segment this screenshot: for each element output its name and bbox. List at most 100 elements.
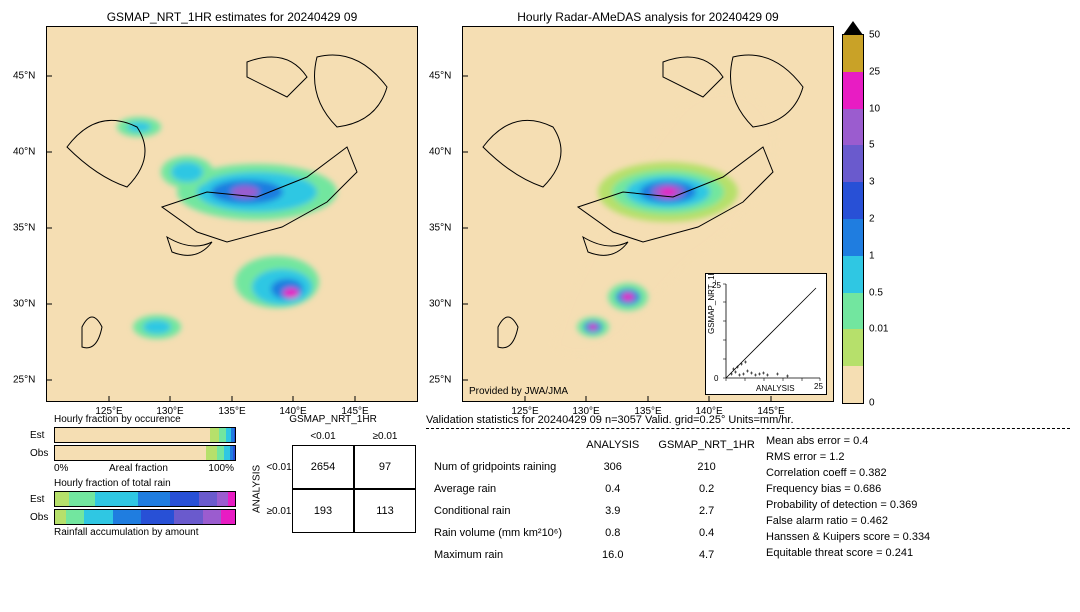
xtick: 135°E — [218, 406, 245, 417]
ytick: 25°N — [13, 375, 35, 386]
cb-label: 5 — [869, 140, 875, 151]
cb-label: 25 — [869, 66, 880, 77]
fraction-bar-seg — [233, 446, 235, 460]
map-right-title: Hourly Radar-AMeDAS analysis for 2024042… — [462, 10, 834, 24]
map-right-panel: Hourly Radar-AMeDAS analysis for 2024042… — [462, 10, 834, 404]
stats-score: Probability of detection = 0.369 — [766, 497, 930, 513]
fraction-bar-seg — [228, 492, 235, 506]
stats-row: Maximum rain16.04.7 — [428, 545, 764, 565]
stats-score: Frequency bias = 0.686 — [766, 481, 930, 497]
fraction-bar-seg — [55, 446, 206, 460]
maps-row: GSMAP_NRT_1HR estimates for 20240429 09 — [10, 10, 1070, 404]
stats-val-b: 4.7 — [649, 545, 764, 565]
inset-xlabel: ANALYSIS — [756, 384, 795, 393]
fraction-bar — [54, 509, 236, 525]
cont-row1: ≥0.01 — [266, 489, 292, 533]
fraction-bar-label: Est — [30, 494, 54, 505]
fraction-bar-row: Est — [30, 427, 240, 443]
fraction-bar-label: Obs — [30, 512, 54, 523]
ytick: 40°N — [13, 147, 35, 158]
fraction-bar-seg — [199, 492, 217, 506]
fraction-bar-seg — [221, 510, 235, 524]
fraction-bar-seg — [69, 492, 94, 506]
fraction-bar-label: Obs — [30, 448, 54, 459]
fraction-bar-seg — [138, 492, 170, 506]
contingency-table: GSMAP_NRT_1HR <0.01 ≥0.01 ANALYSIS <0.01… — [248, 414, 418, 567]
stats-name: Conditional rain — [428, 501, 576, 521]
stats-name: Average rain — [428, 479, 576, 499]
fraction-bar-seg — [95, 492, 138, 506]
cont-cell: 97 — [354, 445, 416, 489]
stats-row: Average rain0.40.2 — [428, 479, 764, 499]
fraction-bar-seg — [219, 428, 226, 442]
cont-row-axis: ANALYSIS — [248, 445, 266, 533]
cb-label: 0.01 — [869, 324, 888, 335]
cb-label: 50 — [869, 30, 880, 41]
stats-val-b: 0.2 — [649, 479, 764, 499]
stats-score: Mean abs error = 0.4 — [766, 433, 930, 449]
map-left-svg — [47, 27, 417, 401]
fraction-bar-seg — [217, 492, 228, 506]
xtick: 125°E — [95, 406, 122, 417]
cb-label: 3 — [869, 177, 875, 188]
cont-cell: 2654 — [292, 445, 354, 489]
fraction-bar-seg — [55, 510, 66, 524]
stats-score: Equitable threat score = 0.241 — [766, 545, 930, 561]
stats-score: Hanssen & Kuipers score = 0.334 — [766, 529, 930, 545]
fraction-bar-seg — [170, 492, 199, 506]
map-left-title: GSMAP_NRT_1HR estimates for 20240429 09 — [46, 10, 418, 24]
areal-fraction-label: Areal fraction — [109, 463, 168, 474]
fraction-bar-seg — [55, 492, 69, 506]
stats-val-a: 3.9 — [578, 501, 647, 521]
inset-ylabel: GSMAP_NRT_1HR — [707, 274, 716, 334]
stats-name: Maximum rain — [428, 545, 576, 565]
map-left-box: 45°N 40°N 35°N 30°N 25°N 125°E 130°E 135… — [46, 26, 418, 402]
stats-panel: Validation statistics for 20240429 09 n=… — [426, 414, 1070, 567]
stats-name: Rain volume (mm km²10⁶) — [428, 523, 576, 543]
fraction-bar-row: Obs — [30, 509, 240, 525]
contingency-title: GSMAP_NRT_1HR — [248, 414, 418, 425]
fraction-bar-label: Est — [30, 430, 54, 441]
cb-label: 1 — [869, 250, 875, 261]
stats-col-b: GSMAP_NRT_1HR — [649, 435, 764, 455]
fraction-bar-seg — [174, 510, 203, 524]
ytick: 25°N — [429, 375, 451, 386]
fraction-bar-seg — [217, 446, 224, 460]
axis-0: 0% — [54, 463, 68, 474]
ytick: 30°N — [429, 299, 451, 310]
stats-val-a: 16.0 — [578, 545, 647, 565]
fraction-bar — [54, 491, 236, 507]
occ-title: Hourly fraction by occurence — [54, 414, 240, 425]
fraction-bar-seg — [84, 510, 113, 524]
ytick: 35°N — [429, 223, 451, 234]
stats-score: False alarm ratio = 0.462 — [766, 513, 930, 529]
xtick: 140°E — [279, 406, 306, 417]
xtick: 130°E — [156, 406, 183, 417]
stats-col-a: ANALYSIS — [578, 435, 647, 455]
stats-val-b: 0.4 — [649, 523, 764, 543]
stats-scores: Mean abs error = 0.4RMS error = 1.2Corre… — [766, 433, 930, 567]
cb-label: 0.5 — [869, 287, 883, 298]
map-left-panel: GSMAP_NRT_1HR estimates for 20240429 09 — [46, 10, 418, 404]
fraction-bar-row: Obs — [30, 445, 240, 461]
stats-row: Conditional rain3.92.7 — [428, 501, 764, 521]
tot-title: Hourly fraction of total rain — [54, 478, 240, 489]
xtick: 135°E — [634, 406, 661, 417]
xtick: 140°E — [695, 406, 722, 417]
fraction-panel: Hourly fraction by occurence Est Obs 0% A… — [30, 414, 240, 567]
fraction-bar-seg — [113, 510, 142, 524]
stats-name: Num of gridpoints raining — [428, 457, 576, 477]
xtick: 130°E — [572, 406, 599, 417]
fraction-bar-row: Est — [30, 491, 240, 507]
ytick: 45°N — [13, 71, 35, 82]
fraction-bar-seg — [55, 428, 210, 442]
cb-label: 10 — [869, 103, 880, 114]
stats-val-a: 0.4 — [578, 479, 647, 499]
svg-text:25: 25 — [814, 382, 823, 391]
stats-row: Rain volume (mm km²10⁶)0.80.4 — [428, 523, 764, 543]
fraction-bar-seg — [203, 510, 221, 524]
fraction-bar-seg — [210, 428, 219, 442]
stats-val-a: 306 — [578, 457, 647, 477]
fraction-bar-seg — [234, 428, 235, 442]
cont-row0: <0.01 — [266, 445, 292, 489]
